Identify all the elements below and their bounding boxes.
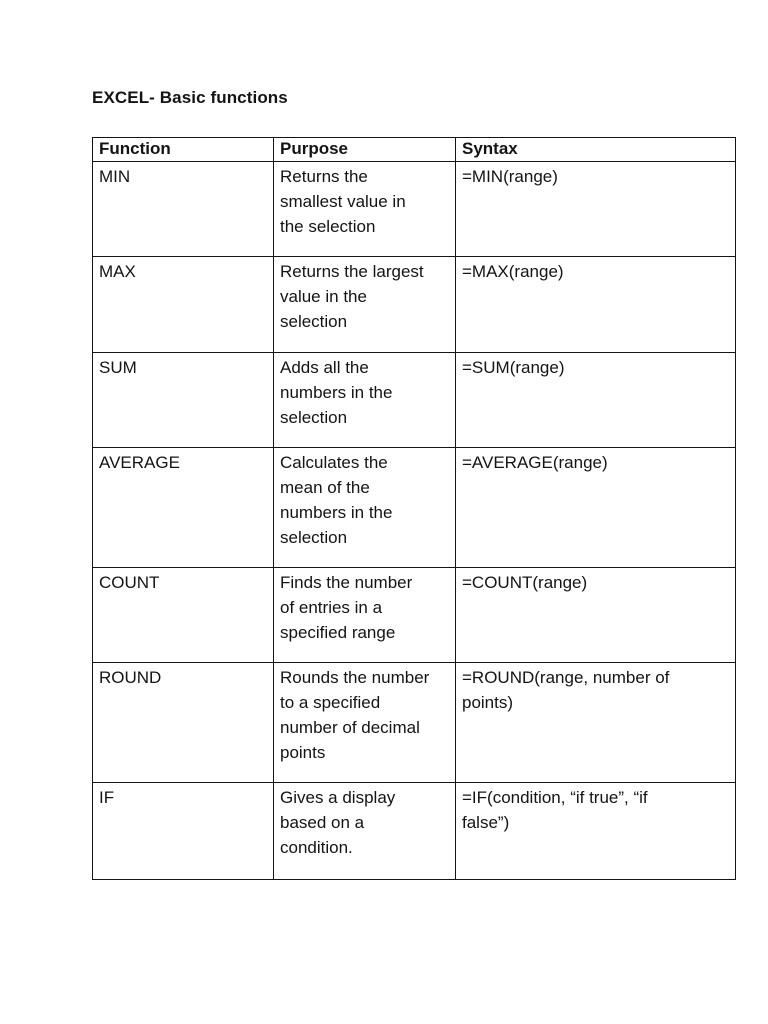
syntax-cell: =SUM(range) bbox=[455, 352, 736, 448]
purpose-cell: Rounds the number to a specified number … bbox=[273, 662, 456, 783]
purpose-cell: Finds the number of entries in a specifi… bbox=[273, 567, 456, 663]
syntax-cell: =MIN(range) bbox=[455, 161, 736, 257]
function-cell: ROUND bbox=[92, 662, 274, 783]
column-header-purpose: Purpose bbox=[273, 137, 456, 162]
purpose-cell: Returns the largest value in the selecti… bbox=[273, 256, 456, 353]
table-row: AVERAGE Calculates the mean of the numbe… bbox=[92, 447, 736, 568]
function-cell: AVERAGE bbox=[92, 447, 274, 568]
function-cell: MIN bbox=[92, 161, 274, 257]
purpose-cell: Calculates the mean of the numbers in th… bbox=[273, 447, 456, 568]
functions-table: Function Purpose Syntax MIN Returns the … bbox=[92, 137, 736, 880]
syntax-cell: =ROUND(range, number of points) bbox=[455, 662, 736, 783]
table-row: COUNT Finds the number of entries in a s… bbox=[92, 567, 736, 663]
purpose-cell: Gives a display based on a condition. bbox=[273, 782, 456, 880]
table-row: MAX Returns the largest value in the sel… bbox=[92, 256, 736, 353]
page-title: EXCEL- Basic functions bbox=[92, 88, 288, 107]
purpose-cell: Returns the smallest value in the select… bbox=[273, 161, 456, 257]
function-cell: SUM bbox=[92, 352, 274, 448]
function-cell: MAX bbox=[92, 256, 274, 353]
function-cell: COUNT bbox=[92, 567, 274, 663]
syntax-cell: =IF(condition, “if true”, “if false”) bbox=[455, 782, 736, 880]
table-row: MIN Returns the smallest value in the se… bbox=[92, 161, 736, 257]
column-header-function: Function bbox=[92, 137, 274, 162]
table-header-row: Function Purpose Syntax bbox=[92, 137, 736, 162]
function-cell: IF bbox=[92, 782, 274, 880]
purpose-cell: Adds all the numbers in the selection bbox=[273, 352, 456, 448]
column-header-syntax: Syntax bbox=[455, 137, 736, 162]
table-row: SUM Adds all the numbers in the selectio… bbox=[92, 352, 736, 448]
syntax-cell: =COUNT(range) bbox=[455, 567, 736, 663]
syntax-cell: =MAX(range) bbox=[455, 256, 736, 353]
syntax-cell: =AVERAGE(range) bbox=[455, 447, 736, 568]
table-row: ROUND Rounds the number to a specified n… bbox=[92, 662, 736, 783]
table-row: IF Gives a display based on a condition.… bbox=[92, 782, 736, 880]
